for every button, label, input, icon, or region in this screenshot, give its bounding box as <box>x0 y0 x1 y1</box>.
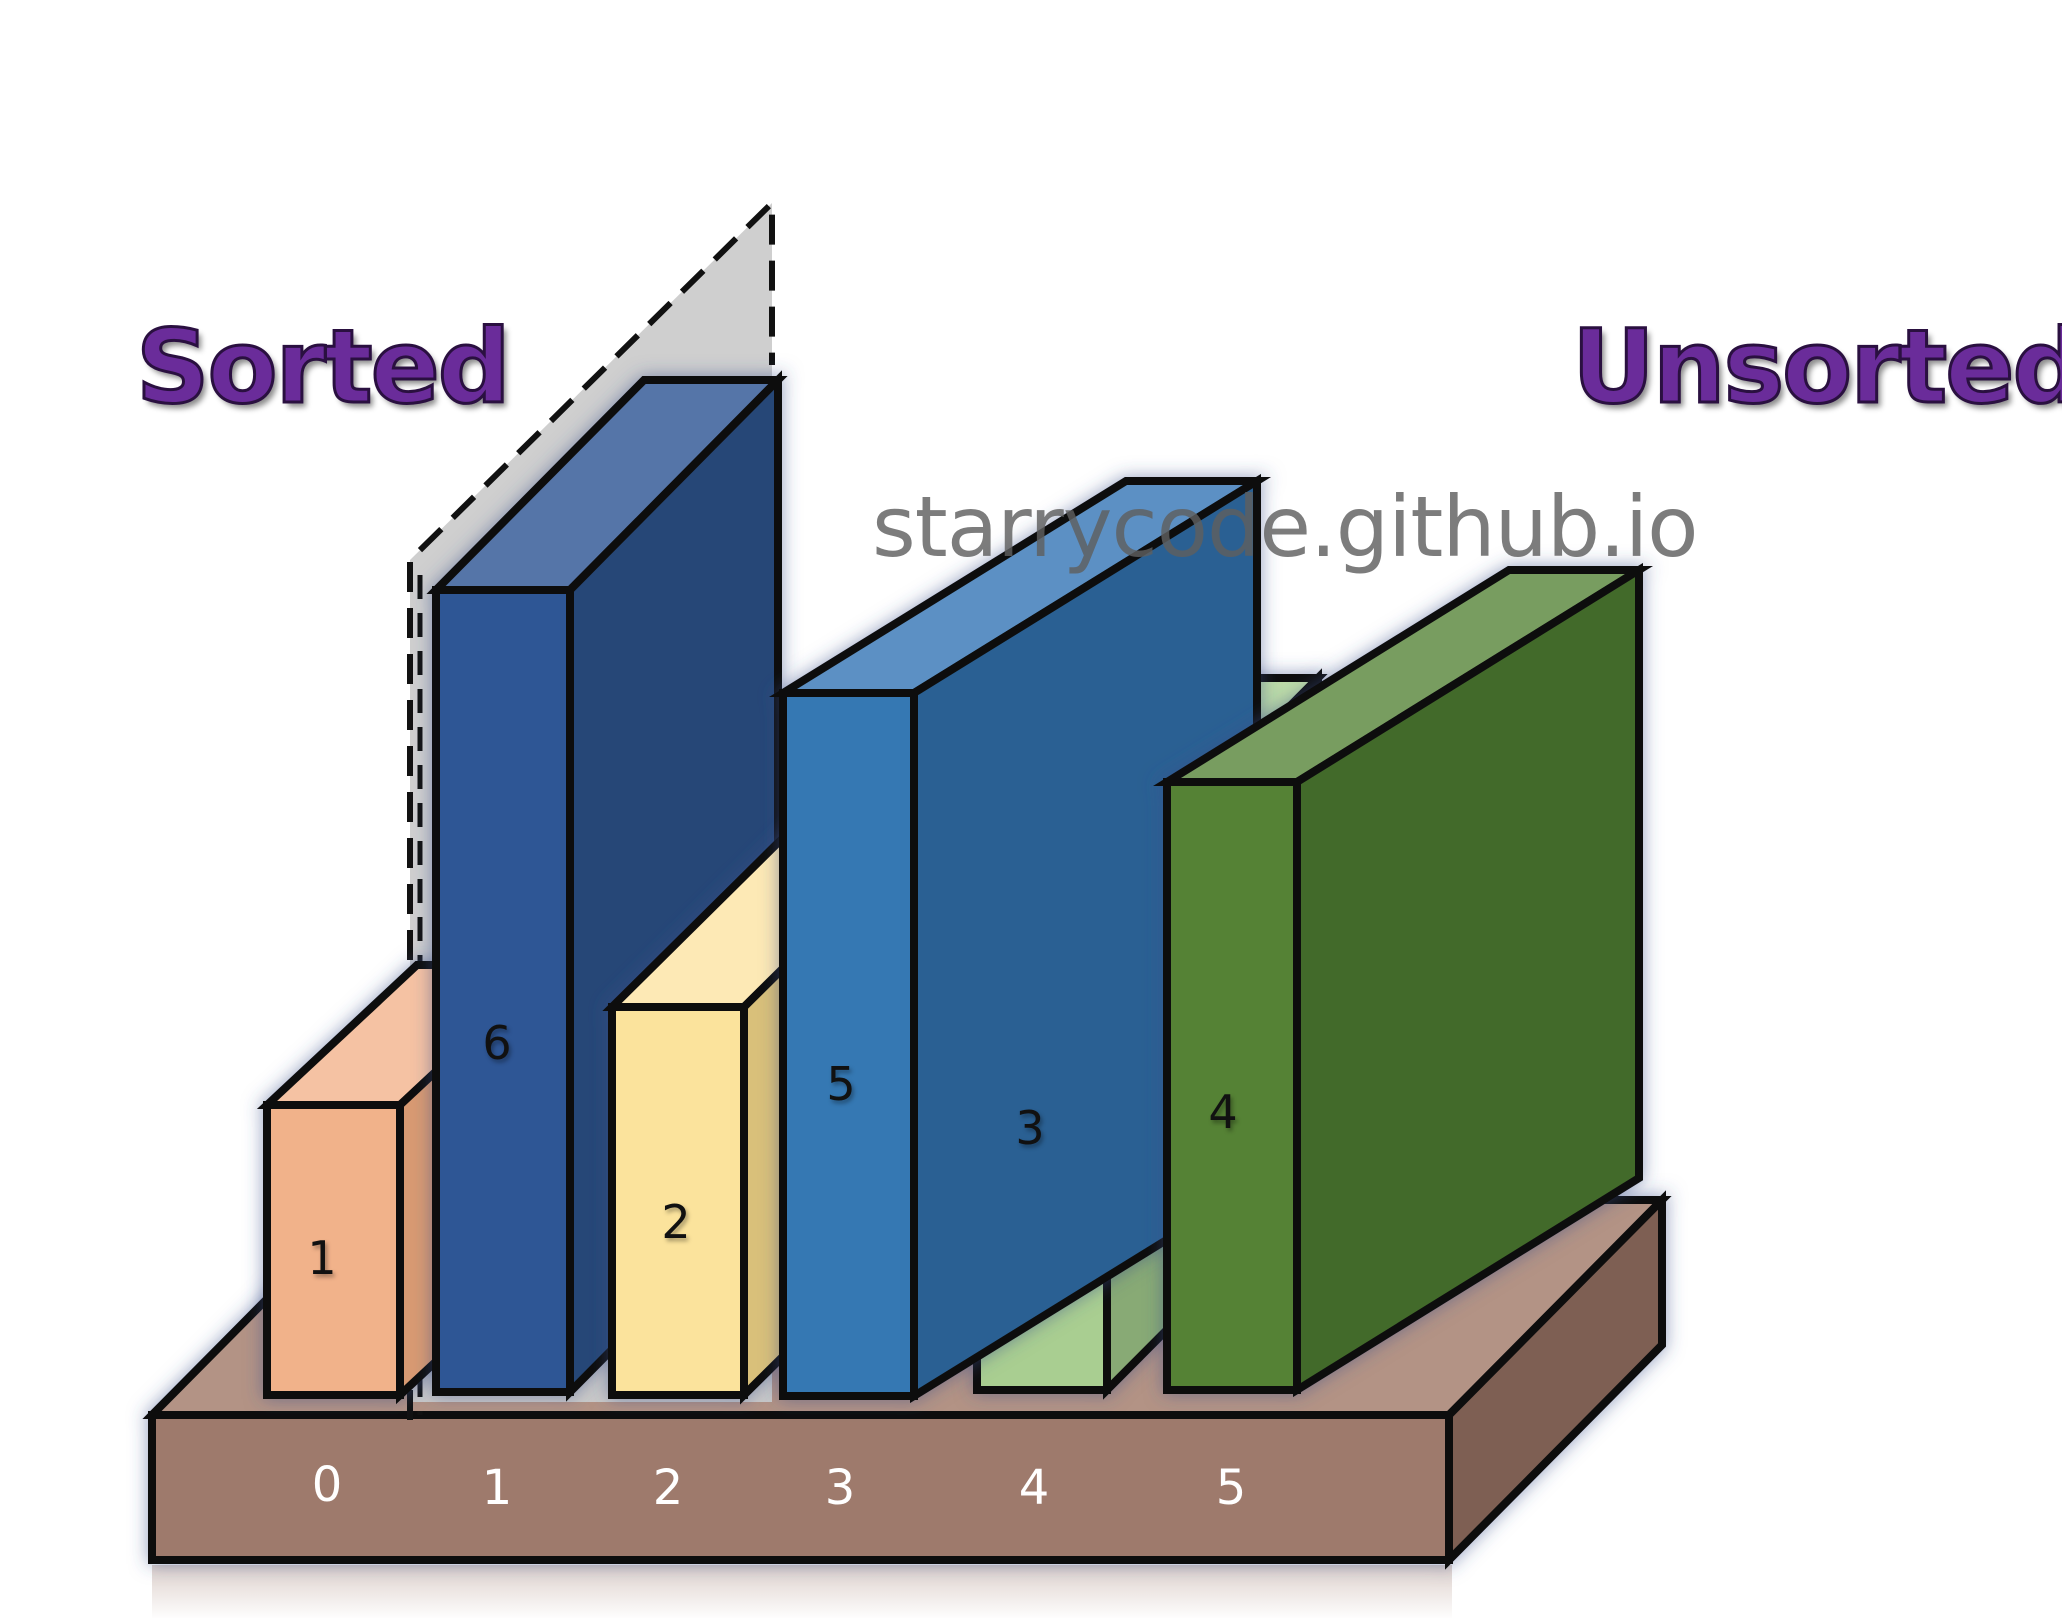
unsorted-heading: Unsorted <box>1570 307 2062 429</box>
bar-front-face <box>608 1003 748 1399</box>
sorted-heading: Sorted <box>135 307 513 429</box>
base-front-face <box>148 1411 1453 1564</box>
base-reflection <box>152 1565 1452 1620</box>
bars-group <box>256 370 1654 1405</box>
index-label: 2 <box>652 1460 684 1516</box>
bar-value-label: 4 <box>1208 1085 1238 1139</box>
index-label: 1 <box>481 1460 513 1516</box>
index-label: 0 <box>311 1457 343 1513</box>
bar-value-label: 6 <box>482 1016 512 1070</box>
bar-value-label: 5 <box>826 1057 856 1111</box>
bar-front-face <box>779 689 918 1400</box>
bar-value-label: 2 <box>661 1195 691 1249</box>
index-label: 3 <box>824 1460 856 1516</box>
index-label: 4 <box>1018 1460 1050 1516</box>
bar-value-label: 1 <box>307 1231 337 1285</box>
bar-front-face <box>263 1101 404 1399</box>
bar-4 <box>1152 562 1654 1398</box>
bar-front-face <box>432 586 574 1396</box>
watermark: starrycode.github.io <box>872 478 1699 576</box>
bar-front-face <box>1163 778 1301 1394</box>
index-label: 5 <box>1215 1460 1247 1516</box>
bar-value-label: 3 <box>1015 1101 1045 1155</box>
